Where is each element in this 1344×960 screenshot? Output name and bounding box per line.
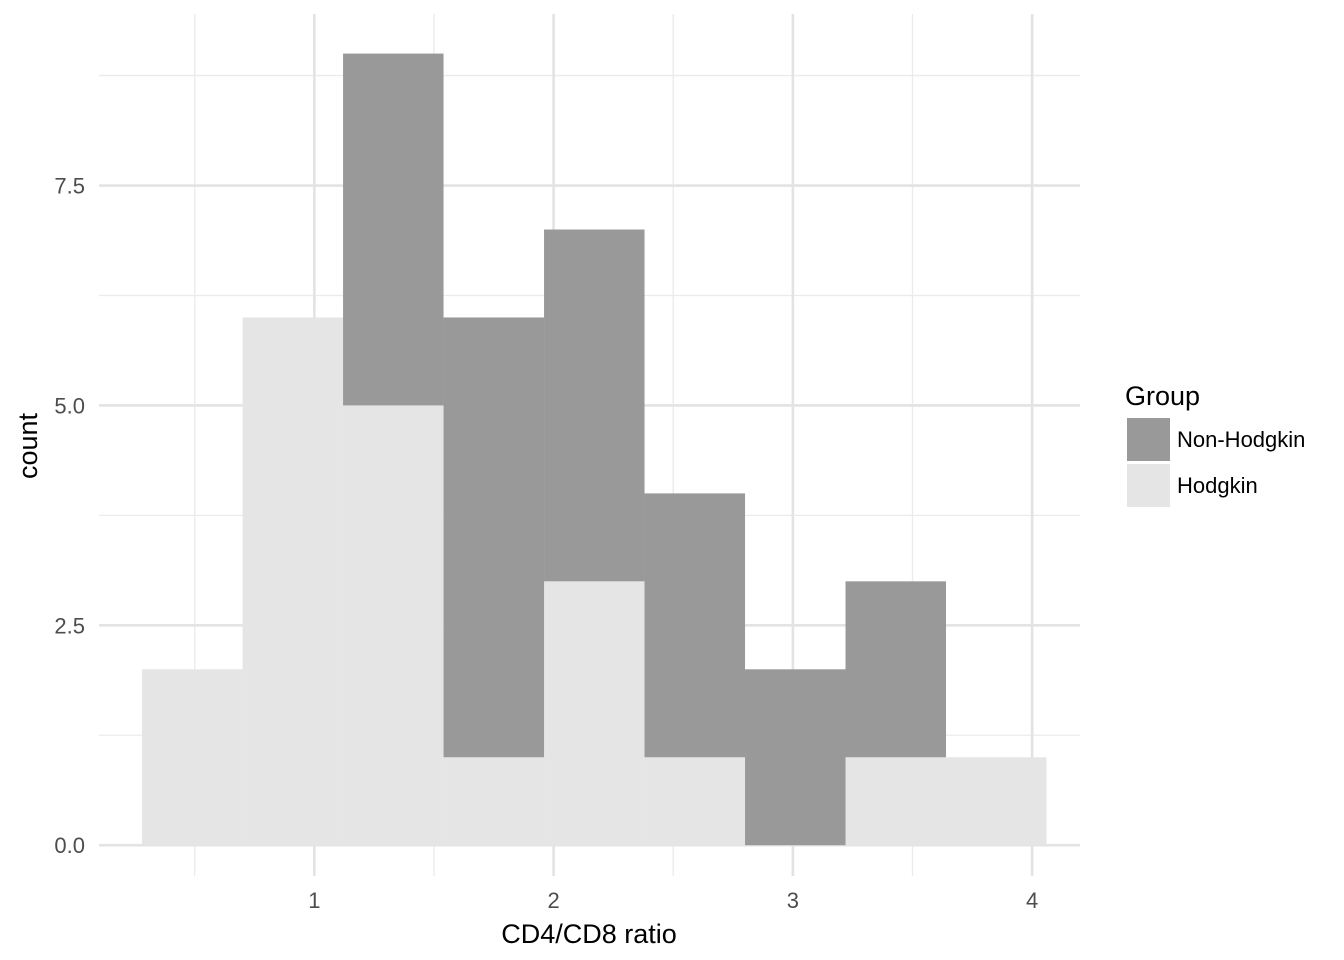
legend-key (1127, 418, 1170, 461)
y-axis-ticks: 0.0 2.5 5.0 7.5 (54, 174, 85, 859)
x-tick-label: 3 (787, 888, 799, 913)
bar-hodgkin (242, 317, 344, 846)
bar-non-hodgkin (544, 229, 645, 582)
y-axis-title: count (13, 412, 43, 479)
x-axis-ticks: 1 2 3 4 (308, 888, 1038, 913)
y-tick-label: 7.5 (54, 174, 85, 199)
legend: Group Non-Hodgkin Hodgkin (1125, 381, 1305, 507)
x-tick-label: 4 (1026, 888, 1038, 913)
legend-title: Group (1125, 381, 1200, 411)
bar-hodgkin (142, 669, 243, 846)
x-axis-title: CD4/CD8 ratio (501, 919, 677, 949)
bar-hodgkin (946, 757, 1047, 846)
bar-non-hodgkin (845, 581, 947, 758)
bar-hodgkin (443, 757, 545, 846)
bars (142, 53, 1047, 846)
x-tick-label: 2 (547, 888, 559, 913)
legend-label: Non-Hodgkin (1177, 427, 1305, 452)
y-tick-label: 2.5 (54, 613, 85, 638)
legend-label: Hodgkin (1177, 473, 1258, 498)
bar-hodgkin (845, 757, 947, 846)
bar-non-hodgkin (644, 493, 746, 758)
y-tick-label: 5.0 (54, 393, 85, 418)
bar-non-hodgkin (443, 317, 545, 758)
x-tick-label: 1 (308, 888, 320, 913)
y-tick-label: 0.0 (54, 833, 85, 858)
bar-hodgkin (343, 405, 444, 846)
legend-key (1127, 464, 1170, 507)
bar-non-hodgkin (745, 669, 846, 846)
bar-non-hodgkin (343, 53, 444, 406)
bar-hodgkin (644, 757, 746, 846)
bar-hodgkin (544, 581, 645, 846)
